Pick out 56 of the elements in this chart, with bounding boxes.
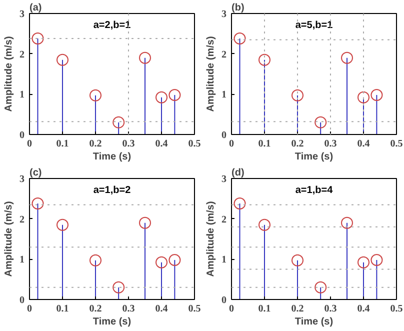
y-tick-label: 0: [20, 295, 24, 306]
y-tick-label: 2: [222, 214, 226, 226]
x-tick-label: 0.3: [122, 304, 135, 314]
chart-title: (b): [232, 2, 244, 14]
y-tick-label: 3: [20, 174, 24, 185]
x-tick-label: 0.4: [357, 138, 370, 150]
x-tick-label: 0.1: [258, 138, 271, 150]
y-tick-label: 1: [222, 254, 226, 266]
annotation: a=2,b=1: [93, 20, 132, 32]
y-tick-label: 0: [20, 130, 24, 141]
y-tick-label: 1: [20, 254, 24, 266]
x-tick-label: 0.5: [188, 304, 201, 314]
x-tick-label: 0.2: [291, 138, 304, 150]
x-tick-label: 0.3: [122, 138, 135, 150]
x-tick-label: 0: [229, 138, 234, 150]
x-tick-label: 0.4: [155, 304, 168, 314]
x-tick-label: 0.2: [89, 304, 102, 314]
x-tick-label: 0: [229, 304, 234, 314]
y-tick-label: 0: [222, 130, 226, 141]
x-axis-title: Time (s): [294, 152, 334, 162]
y-axis-title: Amplitude (m/s): [4, 36, 14, 112]
y-tick-label: 1: [222, 90, 226, 101]
x-tick-label: 0.1: [56, 304, 69, 314]
annotation: a=1,b=2: [93, 185, 132, 196]
annotation: a=5,b=1: [295, 20, 334, 32]
x-tick-label: 0.4: [357, 304, 370, 314]
y-tick-label: 2: [20, 214, 24, 226]
x-tick-label: 0.2: [291, 304, 304, 314]
x-tick-label: 0.3: [324, 138, 337, 150]
x-tick-label: 0.5: [188, 138, 201, 150]
y-axis-title: Amplitude (m/s): [206, 201, 216, 277]
y-tick-label: 2: [222, 49, 226, 60]
x-axis-title: Time (s): [92, 316, 132, 328]
x-tick-label: 0.5: [390, 304, 403, 314]
x-tick-label: 0.1: [56, 138, 69, 150]
x-tick-label: 0.5: [390, 138, 403, 150]
y-axis-title: Amplitude (m/s): [206, 36, 216, 112]
x-tick-label: 0: [27, 138, 32, 150]
x-tick-label: 0.4: [155, 138, 168, 150]
y-tick-label: 2: [20, 49, 24, 60]
x-axis-title: Time (s): [294, 316, 334, 328]
x-tick-label: 0.1: [258, 304, 271, 314]
y-tick-label: 0: [222, 295, 226, 306]
x-tick-label: 0.2: [89, 138, 102, 150]
chart-title: (d): [232, 168, 244, 178]
annotation: a=1,b=4: [295, 185, 334, 196]
y-tick-label: 1: [20, 90, 24, 101]
y-tick-label: 3: [20, 9, 24, 20]
y-tick-label: 3: [222, 174, 226, 185]
y-axis-title: Amplitude (m/s): [4, 201, 14, 277]
chart-title: (a): [30, 2, 42, 14]
x-axis-title: Time (s): [92, 152, 132, 162]
chart-title: (c): [30, 168, 42, 178]
y-tick-label: 3: [222, 9, 226, 20]
x-tick-label: 0.3: [324, 304, 337, 314]
x-tick-label: 0: [27, 304, 32, 314]
